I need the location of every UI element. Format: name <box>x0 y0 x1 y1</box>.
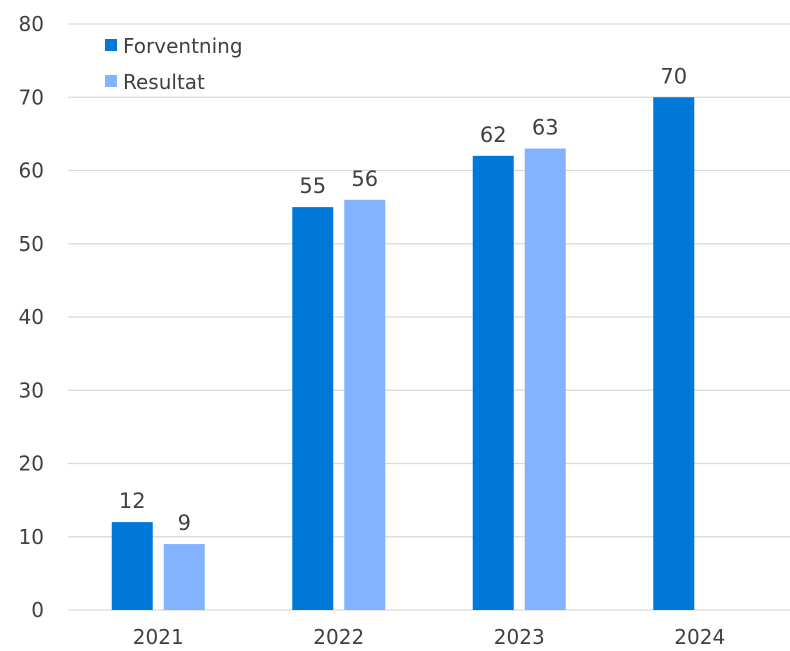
data-label: 55 <box>299 174 326 198</box>
legend-label-forventning: Forventning <box>123 34 243 58</box>
bar-forventning-2021 <box>111 522 153 610</box>
x-tick-label: 2023 <box>494 625 545 649</box>
x-axis-ticks: 2021 2022 2023 2024 <box>133 625 725 649</box>
x-tick-label: 2024 <box>674 625 725 649</box>
x-tick-label: 2021 <box>133 625 184 649</box>
data-label: 12 <box>119 489 146 513</box>
bars <box>111 97 695 611</box>
y-tick-label: 80 <box>19 12 44 36</box>
bar-forventning-2024 <box>653 97 695 610</box>
bar-forventning-2023 <box>472 155 514 610</box>
y-tick-label: 40 <box>19 305 44 329</box>
y-axis-ticks: 0 10 20 30 40 50 60 70 80 <box>19 12 44 622</box>
y-tick-label: 60 <box>19 159 44 183</box>
bar-resultat-2022 <box>344 199 386 611</box>
data-label: 62 <box>480 123 507 147</box>
legend-swatch-resultat <box>105 75 117 87</box>
y-tick-label: 10 <box>19 525 44 549</box>
legend-label-resultat: Resultat <box>123 70 205 94</box>
data-labels: 12 9 55 56 62 63 70 <box>119 64 687 535</box>
y-tick-label: 30 <box>19 378 44 402</box>
data-label: 70 <box>660 64 687 88</box>
legend: Forventning Resultat <box>105 34 243 94</box>
data-label: 63 <box>532 116 559 140</box>
legend-swatch-forventning <box>105 39 117 51</box>
y-tick-label: 20 <box>19 452 44 476</box>
bar-forventning-2022 <box>292 207 334 610</box>
bar-resultat-2021 <box>163 544 205 610</box>
y-tick-label: 0 <box>31 598 44 622</box>
data-label: 56 <box>351 167 378 191</box>
y-tick-label: 70 <box>19 85 44 109</box>
bar-resultat-2023 <box>524 148 566 610</box>
gridlines <box>68 23 790 611</box>
data-label: 9 <box>178 511 191 535</box>
y-tick-label: 50 <box>19 232 44 256</box>
x-tick-label: 2022 <box>313 625 364 649</box>
